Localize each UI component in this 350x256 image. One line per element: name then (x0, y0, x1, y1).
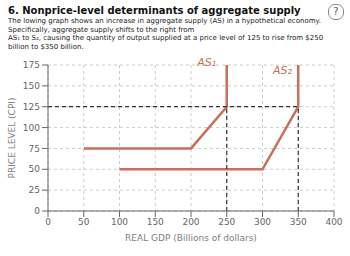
svg-text:100: 100 (111, 217, 128, 227)
svg-text:0: 0 (45, 217, 51, 227)
svg-text:0: 0 (34, 206, 40, 216)
svg-text:400: 400 (325, 217, 342, 227)
html-text:The lowing graph shows an incr: The lowing graph shows an increase in ag… (8, 17, 321, 34)
svg-text:300: 300 (254, 217, 271, 227)
svg-text:AS₂: AS₂ (272, 64, 293, 77)
svg-text:100: 100 (23, 123, 40, 133)
svg-text:50: 50 (78, 217, 90, 227)
svg-text:75: 75 (29, 144, 40, 154)
svg-text:200: 200 (182, 217, 199, 227)
html-text:AS₁ to S₂, causing the quantit: AS₁ to S₂, causing the quantity of outpu… (8, 34, 324, 51)
svg-text:175: 175 (23, 60, 40, 70)
svg-text:150: 150 (147, 217, 164, 227)
svg-text:250: 250 (218, 217, 235, 227)
svg-text:125: 125 (23, 102, 40, 112)
svg-text:25: 25 (29, 185, 40, 195)
svg-text:AS₁: AS₁ (196, 56, 216, 69)
svg-text:350: 350 (290, 217, 307, 227)
svg-text:REAL GDP (Billions of dollars): REAL GDP (Billions of dollars) (125, 233, 257, 243)
svg-text:150: 150 (23, 81, 40, 91)
svg-text:50: 50 (29, 164, 41, 174)
html-text:6. Nonprice-level determinants: 6. Nonprice-level determinants of aggreg… (8, 5, 301, 16)
svg-text:PRICE LEVEL (CPI): PRICE LEVEL (CPI) (8, 98, 17, 179)
